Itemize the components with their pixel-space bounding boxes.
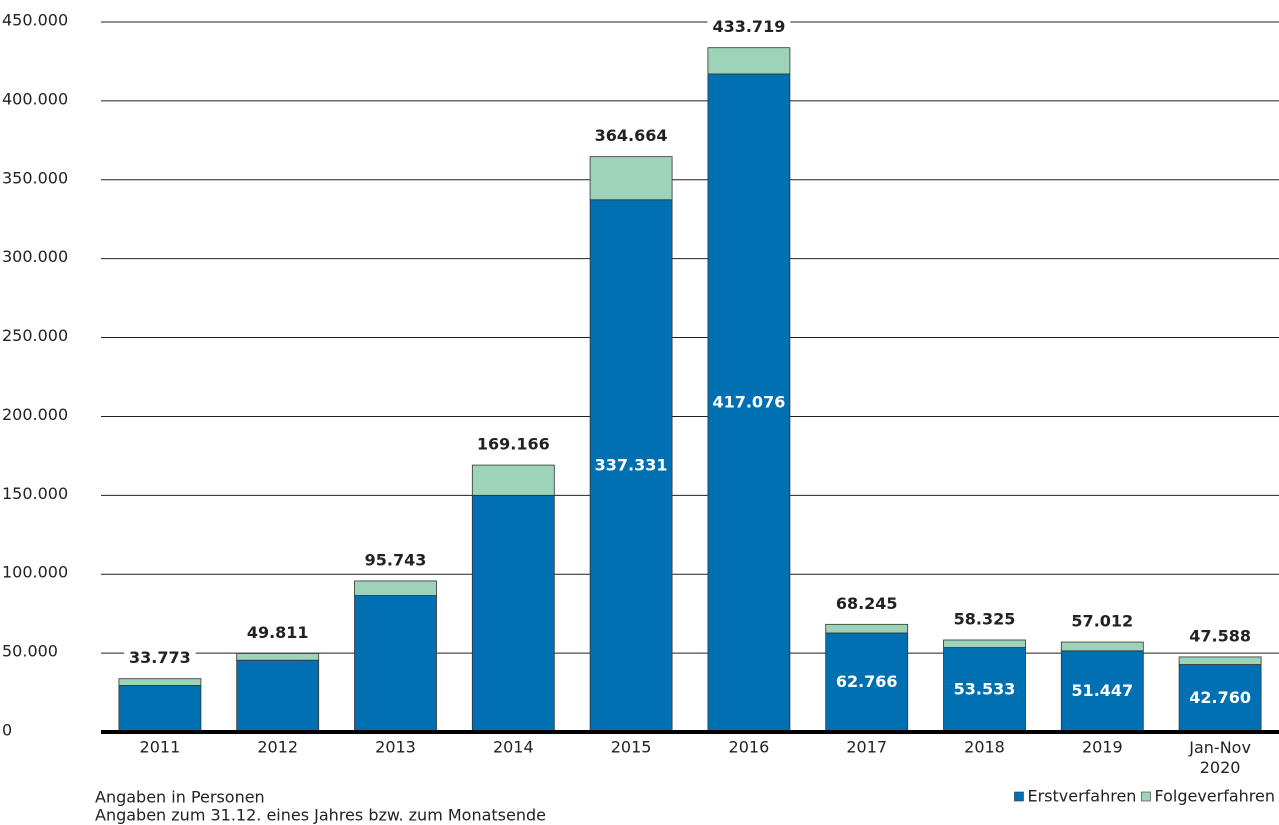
y-tick-label: 150.000 [2, 484, 68, 503]
bar-segment [1178, 656, 1262, 665]
y-tick-label: 400.000 [2, 89, 68, 108]
note: Angaben zum 31.12. eines Jahres bzw. zum… [95, 806, 546, 825]
y-tick-label: 50.000 [2, 642, 58, 661]
value-label: 62.766 [836, 672, 898, 691]
total-label: 433.719 [712, 17, 785, 36]
total-label: 95.743 [365, 550, 427, 569]
x-tick-label: Jan-Nov 2020 [1188, 738, 1251, 777]
value-label: 53.533 [954, 679, 1016, 698]
x-tick-label: 2017 [846, 738, 887, 757]
legend-label: Erstverfahren [1027, 787, 1136, 806]
label-background [241, 620, 314, 644]
label-background [707, 15, 791, 39]
bar-segment [471, 494, 555, 733]
total-label: 57.012 [1071, 612, 1133, 631]
y-tick-label: 200.000 [2, 405, 68, 424]
bar-segment [471, 464, 555, 496]
bar-segment [236, 653, 320, 661]
note: Angaben in Personen [95, 788, 265, 807]
x-tick-label: 2014 [493, 738, 534, 757]
label-background [471, 432, 555, 456]
total-label: 33.773 [129, 648, 191, 667]
bar-segment [825, 623, 909, 634]
legend-swatch [1014, 791, 1024, 802]
label-background [948, 607, 1021, 631]
x-tick-label: 2019 [1082, 738, 1123, 757]
total-label: 49.811 [247, 623, 309, 642]
legend-swatch [1141, 791, 1151, 802]
x-tick-label: 2012 [257, 738, 298, 757]
y-tick-label: 350.000 [2, 168, 68, 187]
bar-segment [118, 685, 202, 733]
x-tick-label: 2013 [375, 738, 416, 757]
total-label: 58.325 [954, 609, 1016, 628]
bar-segment [236, 659, 320, 733]
label-background [1184, 624, 1256, 648]
bar-segment [707, 47, 791, 75]
y-tick-label: 300.000 [2, 247, 68, 266]
x-tick-label: 2011 [140, 738, 181, 757]
bar-segment [589, 156, 673, 201]
y-tick-label: 100.000 [2, 563, 68, 582]
legend-label: Folgeverfahren [1154, 787, 1275, 806]
bar-segment [1060, 641, 1144, 652]
bar-segment [707, 73, 791, 733]
bar-segment [118, 678, 202, 686]
total-label: 47.588 [1189, 626, 1251, 645]
value-label: 337.331 [595, 455, 668, 474]
x-tick-label: 2015 [611, 738, 652, 757]
bar-segment [354, 595, 437, 733]
bar-segment [943, 639, 1026, 648]
bar-segment [589, 199, 673, 733]
total-label: 68.245 [836, 594, 898, 613]
label-background [1066, 609, 1139, 633]
label-background [830, 591, 903, 615]
y-tick-label: 450.000 [2, 11, 68, 30]
label-background [124, 646, 196, 670]
total-label: 364.664 [595, 126, 668, 145]
label-background [359, 548, 432, 572]
y-tick-label: 250.000 [2, 326, 68, 345]
bar-segment [825, 632, 909, 733]
total-label: 169.166 [477, 435, 550, 454]
value-label: 51.447 [1071, 681, 1133, 700]
value-label: 42.760 [1189, 688, 1251, 707]
label-background [589, 124, 673, 148]
x-tick-label: 2018 [964, 738, 1005, 757]
value-label: 417.076 [712, 392, 785, 411]
bar-segment [354, 580, 437, 596]
y-tick-label: 0 [2, 721, 12, 740]
x-tick-label: 2016 [729, 738, 770, 757]
